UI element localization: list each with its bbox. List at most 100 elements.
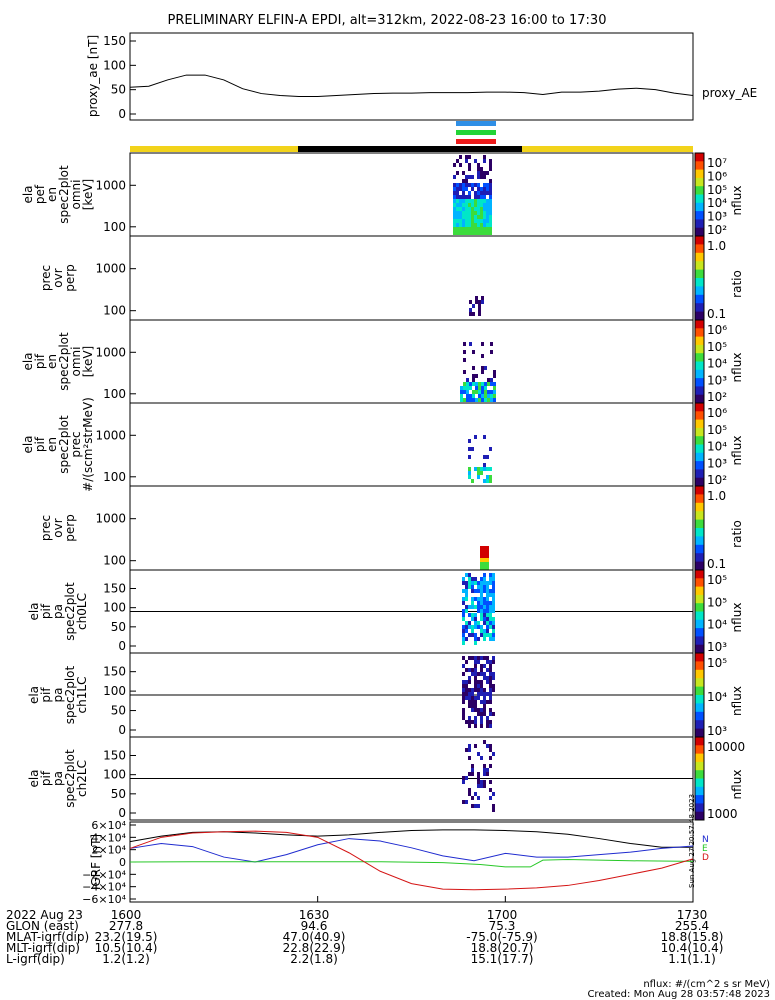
colorbar-step xyxy=(695,429,704,433)
spectrogram-cell xyxy=(468,211,471,215)
spectrogram-cell xyxy=(483,704,486,708)
spectrogram-cell xyxy=(474,199,477,203)
spectrogram-cell xyxy=(489,479,492,483)
spectrogram-cell xyxy=(462,800,465,804)
colorbar-step xyxy=(695,703,704,706)
spectrogram-cell xyxy=(481,366,484,370)
colorbar-step xyxy=(695,481,704,485)
y-tick-label: 100 xyxy=(103,304,126,318)
spectrogram-cell xyxy=(468,471,471,475)
spectrogram-cell xyxy=(468,788,471,792)
spectrogram-cell xyxy=(474,716,477,720)
spectrogram-cell xyxy=(487,378,490,382)
spectrogram-cell xyxy=(486,593,489,597)
colorbar-step xyxy=(695,500,704,504)
spectrogram-cell xyxy=(483,629,486,633)
spectrogram-cell xyxy=(456,227,459,231)
colorbar-step xyxy=(695,250,704,254)
spectrogram-cell xyxy=(472,398,475,402)
spectrogram-cell xyxy=(486,183,489,187)
annotation-row-label: MLT-igrf(dip) xyxy=(6,941,80,955)
spectrogram-cell xyxy=(483,231,486,235)
spectrogram-cell xyxy=(489,692,492,696)
colorbar-step xyxy=(695,572,704,575)
spectrogram-cell xyxy=(489,573,492,577)
colorbar-step xyxy=(695,369,704,373)
spectrogram-cell xyxy=(471,601,474,605)
spectrogram-cell xyxy=(483,219,486,223)
spectrogram-cell xyxy=(484,394,487,398)
spectrogram-cell xyxy=(471,672,474,676)
spectrogram-cell xyxy=(453,223,456,227)
colorbar-step xyxy=(695,165,704,169)
spectrogram-cell xyxy=(486,605,489,609)
colorbar-step xyxy=(695,444,704,448)
spectrogram-cell xyxy=(468,696,471,700)
spectrogram-cell xyxy=(471,219,474,223)
spectrogram-cell xyxy=(474,684,477,688)
colorbar-step xyxy=(695,536,704,539)
spectrogram-cell xyxy=(486,660,489,664)
colorbar-step xyxy=(695,817,704,821)
spectrogram-cell xyxy=(459,187,462,191)
spectrogram-cell xyxy=(475,390,478,394)
y-axis-label: pa xyxy=(51,604,65,619)
spectrogram-cell xyxy=(474,633,477,637)
spectrogram-cell xyxy=(462,664,465,668)
spectrogram-cell xyxy=(465,573,468,577)
colorbar-tick-label: 10⁴ xyxy=(707,196,727,210)
spectrogram-cell xyxy=(480,625,483,629)
spectrogram-cell xyxy=(489,633,492,637)
spectrogram-cell xyxy=(468,447,471,451)
spectrogram-cell xyxy=(474,621,477,625)
spectrogram-cell xyxy=(493,386,496,390)
spectrogram-cell xyxy=(475,382,478,386)
colorbar-step xyxy=(695,655,704,658)
colorbar-tick-label: 10000 xyxy=(707,740,745,754)
colorbar-step xyxy=(695,371,704,375)
spectrogram-cell xyxy=(486,720,489,724)
colorbar-step xyxy=(695,684,704,688)
footer-units: nflux: #/(cm^2 s sr MeV) xyxy=(643,979,770,990)
colorbar-step xyxy=(695,644,704,648)
spectrogram-cell xyxy=(471,772,474,776)
y-axis-label: en xyxy=(45,437,59,452)
annotation-row-label: GLON (east) xyxy=(6,919,79,933)
colorbar-step xyxy=(695,788,704,792)
spectrogram-cell xyxy=(489,756,492,760)
colorbar-step xyxy=(695,290,704,294)
colorbar-tick-label: 10⁴ xyxy=(707,618,727,632)
spectrogram-cell xyxy=(486,566,489,570)
colorbar-step xyxy=(695,617,704,621)
spectrogram-cell xyxy=(465,155,468,159)
spectrogram-cell xyxy=(489,195,492,199)
spectrogram-cell xyxy=(459,219,462,223)
colorbar-step xyxy=(695,745,704,748)
spectrogram-cell xyxy=(463,370,466,374)
colorbar-step xyxy=(695,553,704,556)
y-axis-label: prec xyxy=(69,431,83,457)
colorbar-step xyxy=(695,421,704,425)
spectrogram-cell xyxy=(465,223,468,227)
colorbar-step xyxy=(695,405,704,408)
spectrogram-cell xyxy=(483,171,486,175)
colorbar-step xyxy=(695,542,704,546)
colorbar-step xyxy=(695,254,704,258)
spectrogram-cell xyxy=(462,617,465,621)
spectrogram-cell xyxy=(462,629,465,633)
spectrogram-cell xyxy=(480,724,483,728)
colorbar-step xyxy=(695,592,704,596)
colorbar-step xyxy=(695,163,704,166)
spectrogram-cell xyxy=(469,308,472,312)
spectrogram-cell xyxy=(480,700,483,704)
spectrogram-cell xyxy=(492,688,495,692)
colorbar-step xyxy=(695,728,704,732)
colorbar-step xyxy=(695,646,704,650)
spectrogram-cell xyxy=(475,374,478,378)
spectrogram-cell xyxy=(453,211,456,215)
spectrogram-cell xyxy=(468,744,471,748)
colorbar-step xyxy=(695,590,704,594)
spectrogram-cell xyxy=(489,744,492,748)
colorbar-step xyxy=(695,286,704,289)
